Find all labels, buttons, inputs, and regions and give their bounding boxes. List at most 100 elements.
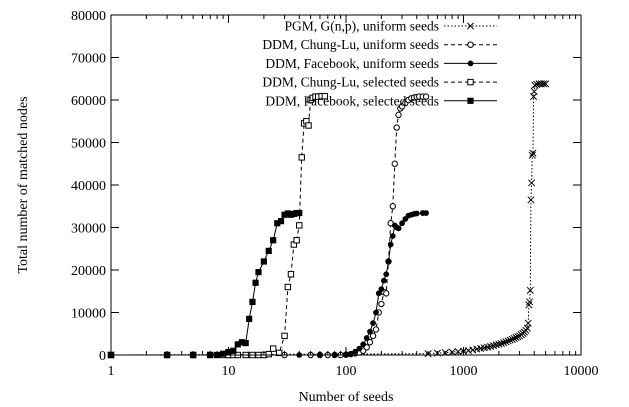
data-point bbox=[528, 179, 536, 187]
data-point bbox=[378, 300, 385, 308]
data-point bbox=[230, 347, 237, 354]
data-point bbox=[269, 345, 277, 352]
x-tick-label: 10 bbox=[222, 364, 236, 379]
y-tick-label: 80000 bbox=[71, 9, 106, 24]
data-point bbox=[531, 81, 539, 89]
legend-entry-1: PGM, G(n,p), uniform seeds bbox=[285, 19, 497, 34]
data-point bbox=[287, 271, 295, 278]
data-point-stroke bbox=[500, 339, 508, 347]
data-point bbox=[497, 339, 505, 348]
data-point bbox=[528, 151, 536, 159]
data-point bbox=[500, 339, 508, 347]
legend-label: DDM, Chung-Lu, uniform seeds bbox=[262, 37, 439, 52]
legend-label: DDM, Facebook, uniform seeds bbox=[265, 56, 439, 71]
data-point bbox=[260, 258, 267, 265]
data-point bbox=[277, 218, 285, 225]
data-point-stroke bbox=[510, 334, 518, 342]
data-point bbox=[270, 237, 277, 244]
data-point bbox=[246, 315, 253, 322]
y-tick-label: 40000 bbox=[71, 179, 106, 194]
y-tick-label: 10000 bbox=[71, 307, 106, 322]
data-point bbox=[502, 338, 510, 346]
data-point bbox=[252, 279, 259, 286]
data-point bbox=[391, 160, 398, 167]
data-point-stroke bbox=[502, 338, 510, 346]
x-tick-label: 10000 bbox=[564, 364, 599, 379]
legend-entry-3: DDM, Facebook, uniform seeds bbox=[265, 56, 497, 71]
data-point bbox=[281, 332, 288, 340]
data-point-stroke bbox=[512, 334, 520, 342]
legend-label: DDM, Chung-Lu, selected seeds bbox=[262, 75, 439, 90]
data-point bbox=[296, 222, 303, 229]
data-point bbox=[422, 93, 430, 100]
data-point-stroke bbox=[542, 80, 550, 88]
data-point bbox=[506, 336, 514, 344]
y-tick-label: 70000 bbox=[71, 52, 106, 67]
data-point bbox=[467, 78, 474, 86]
data-point bbox=[389, 203, 396, 210]
data-point bbox=[539, 80, 548, 88]
data-point-stroke bbox=[531, 81, 539, 89]
x-tick-label: 100 bbox=[336, 364, 357, 379]
legend: PGM, G(n,p), uniform seeds DDM, Chung-Lu,… bbox=[262, 19, 497, 108]
legend-entry-5: DDM, Facebook, selected seeds bbox=[265, 93, 497, 108]
data-point bbox=[508, 335, 516, 343]
data-point bbox=[249, 298, 256, 305]
y-tick-label: 0 bbox=[99, 349, 106, 364]
legend-entry-2: DDM, Chung-Lu, uniform seeds bbox=[262, 37, 497, 52]
data-point bbox=[383, 271, 390, 278]
data-point bbox=[255, 269, 262, 276]
data-point bbox=[467, 97, 474, 104]
data-point bbox=[363, 335, 370, 341]
data-point-stroke bbox=[533, 80, 541, 88]
data-point bbox=[512, 334, 520, 342]
data-point-stroke bbox=[528, 179, 536, 187]
data-point bbox=[423, 210, 429, 216]
data-point-stroke bbox=[495, 340, 503, 348]
data-point bbox=[526, 286, 534, 294]
data-point bbox=[275, 349, 283, 357]
data-point bbox=[530, 87, 538, 96]
data-point-stroke bbox=[530, 87, 538, 96]
data-point bbox=[321, 92, 328, 100]
data-point bbox=[356, 345, 363, 352]
data-point bbox=[298, 154, 305, 161]
data-point bbox=[265, 350, 272, 358]
data-point bbox=[305, 122, 312, 129]
data-point-stroke bbox=[497, 339, 505, 348]
legend-label: DDM, Facebook, selected seeds bbox=[265, 93, 439, 108]
data-point-stroke bbox=[530, 93, 538, 101]
x-tick-label: 1000 bbox=[450, 364, 478, 379]
data-point bbox=[367, 328, 373, 335]
data-point bbox=[373, 309, 379, 316]
legend-label: PGM, G(n,p), uniform seeds bbox=[285, 19, 440, 34]
data-point bbox=[369, 332, 377, 340]
data-point bbox=[293, 237, 300, 244]
data-point-stroke bbox=[504, 337, 512, 345]
x-axis-label: Number of seeds bbox=[299, 390, 394, 405]
y-tick-label: 20000 bbox=[71, 264, 106, 279]
data-point bbox=[529, 149, 537, 157]
data-point bbox=[372, 326, 380, 333]
data-point-stroke bbox=[526, 298, 534, 306]
data-point bbox=[378, 286, 385, 293]
data-point bbox=[370, 320, 376, 327]
data-point bbox=[527, 196, 535, 204]
data-point bbox=[524, 319, 532, 327]
data-point bbox=[514, 333, 522, 341]
data-point bbox=[413, 210, 420, 217]
data-point bbox=[383, 290, 390, 297]
data-point bbox=[265, 247, 272, 254]
data-point bbox=[504, 337, 512, 345]
data-point bbox=[395, 225, 402, 232]
data-point-stroke bbox=[526, 286, 534, 294]
data-point bbox=[284, 283, 292, 291]
data-point bbox=[385, 258, 392, 265]
data-point-stroke bbox=[466, 22, 475, 30]
data-point bbox=[526, 298, 534, 306]
data-point bbox=[542, 80, 550, 88]
data-point-stroke bbox=[506, 336, 514, 344]
data-point bbox=[495, 340, 503, 348]
data-point-stroke bbox=[464, 346, 472, 355]
data-point bbox=[352, 348, 359, 355]
